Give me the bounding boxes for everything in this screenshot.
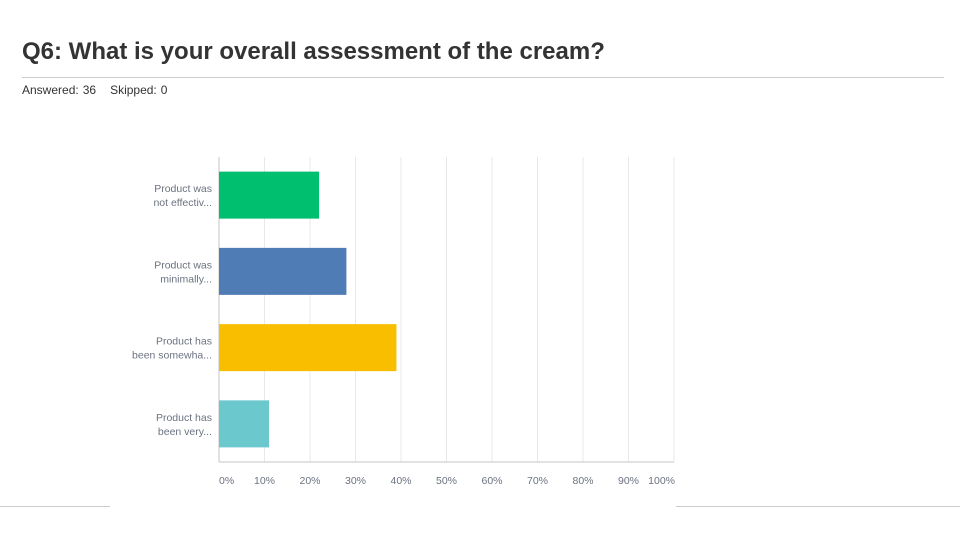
category-label-line: Product was [154,183,212,195]
x-tick-label: 40% [390,475,411,487]
skipped-label: Skipped: [110,83,157,97]
x-tick-label: 80% [572,475,593,487]
bar [219,247,347,295]
category-label: Product has been somewha... [132,336,212,362]
bar [219,171,320,219]
x-tick-label: 10% [254,475,275,487]
title-divider [22,77,944,78]
category-label-line: Product has [156,412,212,424]
x-tick-label: 60% [481,475,502,487]
category-label: Product was not effectiv... [153,183,212,209]
x-tick-label: 70% [527,475,548,487]
x-tick-label: 100% [648,475,675,487]
category-label-line: Product has [156,336,212,348]
footer-divider-right [676,506,960,507]
category-label-line: not effectiv... [153,197,212,209]
category-label-line: minimally... [160,273,212,285]
response-summary: Answered: 36 Skipped: 0 [22,83,167,97]
skipped-count: 0 [160,83,168,97]
x-tick-label: 0% [219,475,234,487]
answered-count: 36 [82,83,97,97]
category-label: Product was minimally... [154,259,212,285]
x-tick-label: 90% [618,475,639,487]
category-label-line: been somewha... [132,350,212,362]
answered-label: Answered: [22,83,79,97]
x-tick-label: 30% [345,475,366,487]
category-label: Product has been very... [156,412,212,438]
question-title: Q6: What is your overall assessment of t… [22,38,605,65]
x-tick-label: 50% [436,475,457,487]
x-tick-label: 20% [299,475,320,487]
bar [219,400,270,448]
bar [219,324,397,372]
category-label-line: Product was [154,259,212,271]
footer-divider-left [0,506,110,507]
category-label-line: been very... [158,426,212,438]
